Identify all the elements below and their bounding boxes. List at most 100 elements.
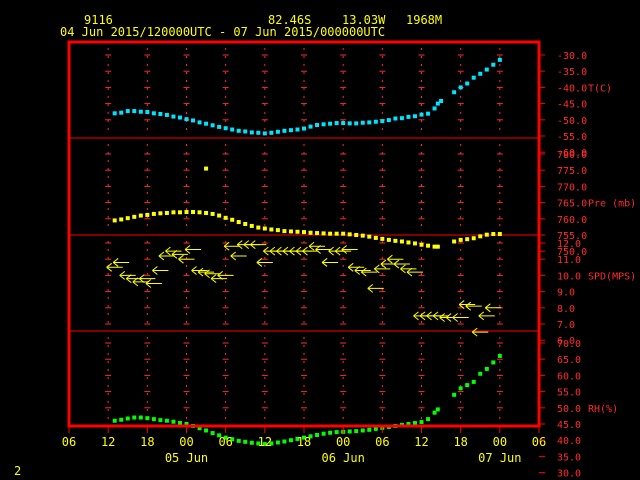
- y-tick-label: 10.0: [557, 271, 581, 282]
- wind-barb: [478, 311, 495, 321]
- grid-layer: [69, 48, 539, 420]
- pressure-point: [491, 232, 496, 237]
- marks-layer: [106, 57, 502, 447]
- pressure-point: [484, 232, 489, 237]
- rh-point: [321, 431, 326, 436]
- wind-barb: [471, 327, 489, 337]
- wind-barb-head: [119, 271, 126, 276]
- wind-barb-head: [387, 258, 393, 264]
- rh-point: [275, 440, 280, 445]
- wind-barb: [139, 274, 156, 284]
- pressure-point: [386, 237, 391, 242]
- rh-point: [478, 371, 483, 376]
- x-tick-label: 06: [375, 435, 389, 449]
- rh-point: [471, 379, 476, 384]
- wind-barb-head: [145, 283, 152, 288]
- pressure-point: [236, 220, 241, 225]
- wind-barb-head: [354, 266, 361, 271]
- temperature-point: [125, 109, 130, 114]
- rh-point: [354, 429, 359, 434]
- wind-barb-head: [347, 266, 354, 272]
- x-tick-label: 00: [493, 435, 507, 449]
- rh-point: [367, 427, 372, 432]
- pressure-point: [197, 210, 202, 215]
- rh-point: [210, 431, 215, 436]
- temperature-point: [204, 121, 209, 126]
- x-date-label: 05 Jun: [165, 451, 208, 465]
- pressure-point: [315, 231, 320, 236]
- temperature-point: [275, 129, 280, 134]
- panel-label-temperature: T(C): [588, 83, 612, 94]
- wind-barb-head: [230, 251, 237, 257]
- temperature-point: [236, 128, 241, 133]
- y-tick-label: 55.0: [557, 388, 581, 399]
- wind-barb-head: [158, 251, 165, 257]
- pressure-point: [249, 223, 254, 228]
- wind-barb-head: [125, 274, 132, 280]
- wind-barb: [171, 249, 188, 259]
- temperature-point: [432, 106, 437, 111]
- wind-barb-head: [445, 313, 452, 318]
- temperature-point: [334, 121, 339, 126]
- temperature-point: [132, 109, 137, 114]
- wind-barb: [249, 240, 267, 250]
- wind-barb: [106, 262, 123, 272]
- wind-barb: [256, 258, 273, 267]
- temperature-point: [158, 111, 163, 116]
- temperature-point: [191, 118, 196, 123]
- wind-barb: [152, 266, 169, 275]
- wind-barb-head: [236, 240, 243, 246]
- temperature-point: [308, 124, 313, 129]
- wind-barb: [347, 262, 365, 272]
- plot-frame: [67, 40, 541, 428]
- temperature-point: [197, 120, 202, 125]
- wind-barb-head: [432, 311, 439, 317]
- rh-point: [491, 360, 496, 365]
- wind-barb-head: [204, 273, 210, 279]
- temperature-point: [145, 110, 150, 115]
- temperature-point: [164, 112, 169, 117]
- x-tick-label: 18: [140, 435, 154, 449]
- rh-point: [426, 417, 431, 422]
- rh-point: [223, 435, 228, 440]
- wind-barb-head: [269, 246, 276, 252]
- x-tick-label: 00: [179, 435, 193, 449]
- pressure-point: [393, 238, 398, 243]
- pressure-point: [191, 209, 196, 214]
- y-tick-label: -45.0: [557, 100, 587, 111]
- wind-barb-head: [112, 262, 119, 267]
- wind-barb-head: [439, 317, 445, 322]
- rh-point: [112, 418, 117, 423]
- wind-barb-head: [400, 268, 406, 274]
- wind-barb-head: [413, 311, 419, 317]
- temperature-point: [360, 120, 365, 125]
- pressure-point: [204, 166, 209, 171]
- wind-barb-head: [217, 275, 223, 280]
- wind-barb: [132, 277, 149, 287]
- pressure-point: [432, 244, 437, 249]
- rh-point: [177, 421, 182, 426]
- wind-barb-head: [165, 250, 171, 256]
- wind-barb-head: [321, 262, 328, 267]
- temperature-point: [112, 111, 117, 116]
- pressure-point: [426, 243, 431, 248]
- wind-barb-head: [341, 245, 348, 250]
- y-tick-label: -30.0: [557, 51, 587, 62]
- y-tick-label: 750.0: [557, 247, 587, 258]
- rh-point: [373, 426, 378, 431]
- pressure-point: [158, 211, 163, 216]
- y-tick-label: -50.0: [557, 116, 587, 127]
- wind-barb-head: [152, 266, 158, 271]
- pressure-point: [243, 221, 248, 226]
- wind-barb-head: [145, 279, 152, 284]
- wind-barb-head: [165, 246, 171, 252]
- pressure-point: [471, 236, 476, 241]
- y-tick-label: 12.0: [557, 239, 581, 250]
- rh-point: [302, 435, 306, 440]
- temperature-point: [393, 116, 398, 121]
- wind-barb: [217, 271, 234, 280]
- wind-barb: [387, 254, 404, 264]
- wind-barb-head: [106, 266, 113, 272]
- wind-barb-head: [125, 278, 132, 284]
- y-tick-label: 765.0: [557, 199, 587, 210]
